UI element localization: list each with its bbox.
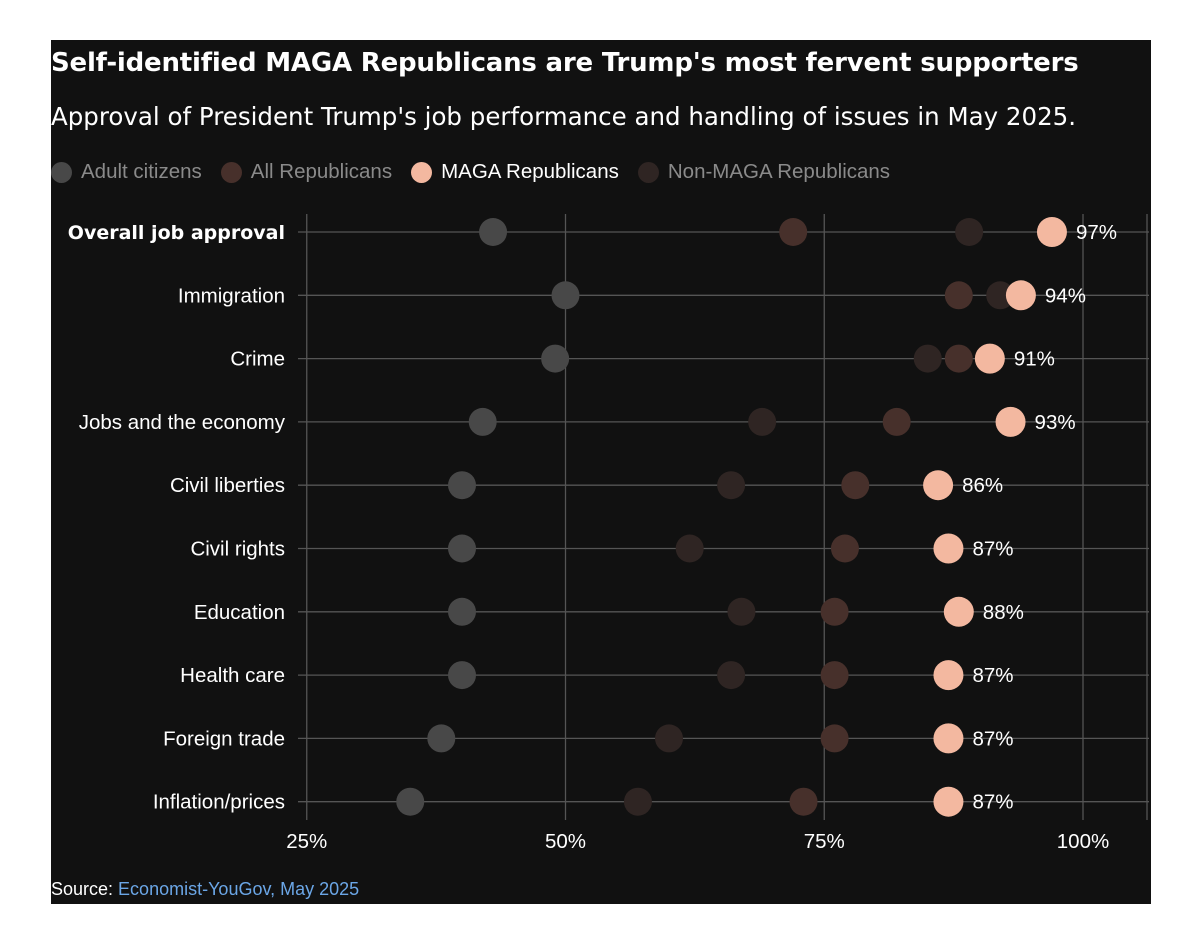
dot-non-maga-republicans-foreign-trade <box>655 724 683 753</box>
dot-maga-republicans-civil-liberties <box>923 470 954 501</box>
dot-adult-citizens-civil-rights <box>448 534 476 563</box>
chart-card <box>51 40 1151 904</box>
legend-swatch-maga-republicans <box>411 161 433 183</box>
legend-swatch-non-maga-republicans <box>637 161 659 183</box>
legend-item-maga-republicans: MAGA Republicans <box>411 158 619 186</box>
dot-adult-citizens-education <box>448 597 476 626</box>
category-label-crime: Crime <box>230 348 285 371</box>
value-label-civil-rights: 87% <box>972 538 1013 561</box>
dot-non-maga-republicans-civil-liberties <box>717 471 746 500</box>
dot-adult-citizens-health-care <box>448 661 476 690</box>
value-label-foreign-trade: 87% <box>972 727 1013 750</box>
category-label-immigration: Immigration <box>178 284 285 307</box>
value-label-health-care: 87% <box>972 664 1013 687</box>
legend-swatch-adult-citizens <box>51 161 72 183</box>
dot-adult-citizens-overall-job-approval <box>479 218 508 246</box>
dot-non-maga-republicans-education <box>727 597 756 626</box>
legend-swatch-all-republicans <box>220 161 242 183</box>
category-label-jobs-and-the-economy: Jobs and the economy <box>79 411 286 434</box>
dot-maga-republicans-health-care <box>933 660 964 691</box>
dot-adult-citizens-crime <box>541 344 570 373</box>
dot-non-maga-republicans-inflation-prices <box>623 787 652 816</box>
dot-adult-citizens-immigration <box>551 281 580 310</box>
value-label-overall-job-approval: 97% <box>1076 221 1117 244</box>
x-tick-label-100: 100% <box>1057 830 1109 853</box>
legend-item-all-republicans: All Republicans <box>220 158 393 186</box>
dot-maga-republicans-foreign-trade <box>933 723 964 754</box>
dot-maga-republicans-education <box>943 596 974 627</box>
category-label-overall-job-approval: Overall job approval <box>68 222 285 244</box>
legend-label-maga-republicans: MAGA Republicans <box>441 160 619 183</box>
dot-all-republicans-immigration <box>944 281 973 310</box>
source-note: Source: Economist-YouGov, May 2025 <box>51 877 359 901</box>
value-label-immigration: 94% <box>1045 284 1086 307</box>
legend-label-non-maga-republicans: Non-MAGA Republicans <box>667 160 891 183</box>
dot-maga-republicans-inflation-prices <box>933 786 964 817</box>
dot-all-republicans-civil-liberties <box>841 471 870 500</box>
category-label-inflation-prices: Inflation/prices <box>153 791 285 814</box>
category-label-education: Education <box>194 601 285 624</box>
dot-non-maga-republicans-health-care <box>717 661 746 690</box>
category-label-health-care: Health care <box>180 664 285 687</box>
dot-non-maga-republicans-crime <box>913 344 942 373</box>
dot-maga-republicans-overall-job-approval <box>1036 217 1067 247</box>
chart-legend: Adult citizens All Republicans MAGA Republ… <box>51 158 909 186</box>
legend-label-adult-citizens: Adult citizens <box>81 160 202 183</box>
legend-item-adult-citizens: Adult citizens <box>51 158 202 186</box>
value-label-crime: 91% <box>1014 348 1055 371</box>
dot-adult-citizens-civil-liberties <box>448 471 476 500</box>
dot-non-maga-republicans-immigration <box>986 281 1015 310</box>
chart-title: Self-identified MAGA Republicans are Tru… <box>51 48 1079 78</box>
dot-all-republicans-foreign-trade <box>820 724 849 753</box>
x-tick-label-50: 50% <box>545 830 586 853</box>
category-label-civil-rights: Civil rights <box>190 538 285 561</box>
dot-all-republicans-civil-rights <box>830 534 859 563</box>
legend-label-all-republicans: All Republicans <box>250 160 393 183</box>
dot-adult-citizens-foreign-trade <box>427 724 456 753</box>
legend-item-non-maga-republicans: Non-MAGA Republicans <box>637 158 891 186</box>
dot-maga-republicans-jobs-and-the-economy <box>995 406 1026 437</box>
dot-all-republicans-overall-job-approval <box>779 218 808 246</box>
dot-maga-republicans-crime <box>974 343 1005 374</box>
dot-all-republicans-health-care <box>820 661 849 690</box>
dot-all-republicans-inflation-prices <box>789 787 818 816</box>
dot-adult-citizens-inflation-prices <box>396 787 425 816</box>
dot-all-republicans-crime <box>944 344 973 373</box>
source-prefix: Source: <box>51 879 119 899</box>
value-label-jobs-and-the-economy: 93% <box>1035 411 1076 434</box>
x-tick-label-75: 75% <box>804 830 845 853</box>
dot-non-maga-republicans-civil-rights <box>675 534 704 563</box>
x-tick-label-25: 25% <box>286 830 327 853</box>
value-label-education: 88% <box>983 601 1024 624</box>
dot-non-maga-republicans-overall-job-approval <box>955 218 984 246</box>
category-label-civil-liberties: Civil liberties <box>170 474 285 497</box>
dot-all-republicans-jobs-and-the-economy <box>882 407 911 436</box>
dot-all-republicans-education <box>820 597 849 626</box>
dot-non-maga-republicans-jobs-and-the-economy <box>748 407 777 436</box>
dot-maga-republicans-civil-rights <box>933 533 964 564</box>
category-label-foreign-trade: Foreign trade <box>163 727 285 750</box>
source-link[interactable]: Economist-YouGov, May 2025 <box>118 879 360 899</box>
chart-subtitle: Approval of President Trump's job perfor… <box>51 102 1077 131</box>
value-label-inflation-prices: 87% <box>972 791 1013 814</box>
dot-maga-republicans-immigration <box>1005 280 1036 311</box>
value-label-civil-liberties: 86% <box>962 474 1003 497</box>
dot-adult-citizens-jobs-and-the-economy <box>468 407 497 436</box>
